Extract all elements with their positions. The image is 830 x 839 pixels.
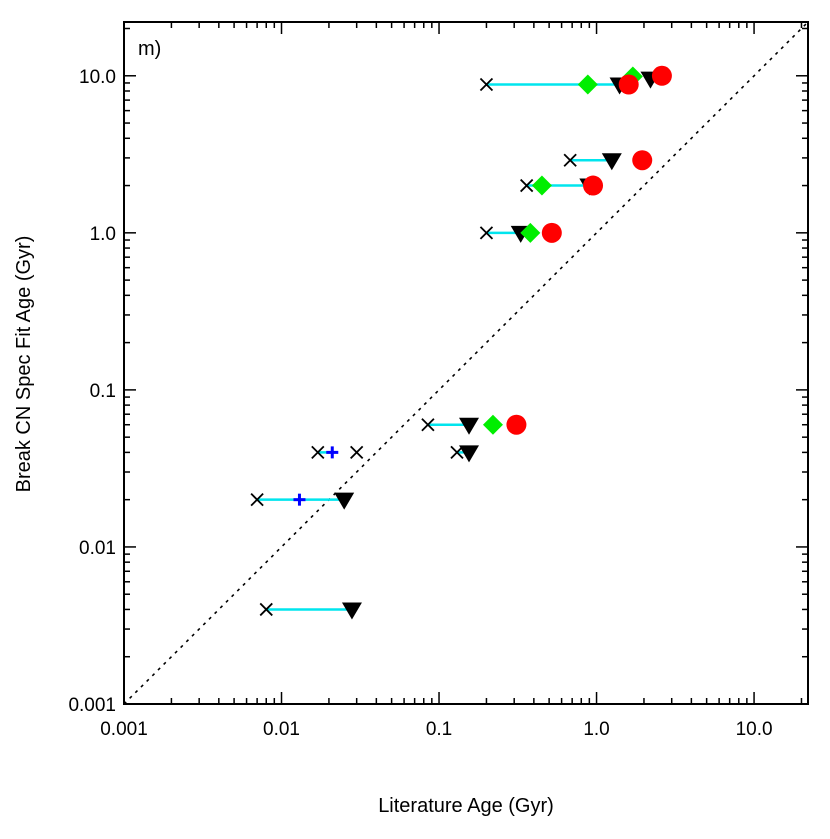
- x-tick-label: 1.0: [583, 719, 609, 740]
- y-tick-label: 0.001: [68, 695, 116, 716]
- triangle-marker: [459, 417, 480, 435]
- y-tick-labels: 0.001 0.01 0.1 1.0 10.0: [68, 67, 116, 716]
- cross-marker: [479, 226, 494, 240]
- cross-stroke: [563, 153, 577, 167]
- circle-marker: [583, 175, 604, 196]
- cross-stroke: [311, 445, 325, 460]
- plus-marker: [293, 493, 306, 506]
- y-tick-label: 10.0: [79, 67, 116, 88]
- connector-lines: [257, 83, 620, 611]
- one-to-one-line: [123, 21, 809, 705]
- triangle-marker: [601, 153, 622, 171]
- cross-stroke: [350, 445, 364, 460]
- x-tick-label: 0.1: [426, 719, 452, 740]
- triangle-marker: [341, 602, 362, 620]
- cross-stroke: [259, 602, 273, 617]
- circle-marker: [632, 150, 653, 171]
- cross-marker: [421, 418, 435, 432]
- cross-stroke: [421, 418, 435, 432]
- cross-marker: [350, 445, 364, 460]
- x-tick-label: 10.0: [736, 719, 773, 740]
- cross-stroke: [520, 178, 534, 193]
- circle-marker: [651, 65, 672, 86]
- diamond-marker: [520, 222, 541, 243]
- cross-stroke: [479, 226, 494, 240]
- circle-marker: [541, 222, 562, 243]
- cross-marker: [479, 77, 494, 92]
- circle-marker: [506, 414, 527, 435]
- y-tick-label: 0.1: [90, 381, 116, 402]
- diamond-marker: [577, 74, 598, 95]
- cross-marker: [259, 602, 273, 617]
- x-tick-label: 0.01: [263, 719, 300, 740]
- y-axis-title: Break CN Spec Fit Age (Gyr): [13, 236, 35, 493]
- triangle-marker: [334, 492, 355, 510]
- cross-marker: [311, 445, 325, 460]
- cross-marker: [563, 153, 577, 167]
- diamond-marker: [531, 175, 552, 196]
- data-markers: [250, 65, 672, 620]
- axis-ticks: [123, 22, 808, 705]
- plus-marker: [326, 446, 339, 459]
- cross-stroke: [479, 77, 494, 92]
- cross-marker: [250, 493, 264, 507]
- panel-label: m): [138, 38, 161, 60]
- cross-marker: [520, 178, 534, 193]
- y-tick-label: 1.0: [90, 224, 116, 245]
- circle-marker: [618, 74, 639, 95]
- x-tick-labels: 0.001 0.01 0.1 1.0 10.0: [100, 719, 772, 740]
- x-tick-label: 0.001: [100, 719, 148, 740]
- triangle-marker: [459, 445, 480, 463]
- x-axis-title: Literature Age (Gyr): [378, 795, 554, 817]
- y-tick-label: 0.01: [79, 538, 116, 559]
- plot-area-frame: [123, 21, 809, 705]
- cross-stroke: [250, 493, 264, 507]
- diamond-marker: [482, 414, 503, 435]
